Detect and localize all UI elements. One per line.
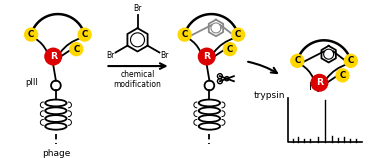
Text: R: R [203, 52, 210, 61]
Circle shape [70, 43, 83, 56]
Text: Br: Br [133, 4, 142, 13]
Circle shape [178, 28, 191, 41]
Circle shape [291, 54, 304, 67]
Text: phage: phage [42, 149, 70, 158]
Text: C: C [181, 30, 188, 39]
Circle shape [45, 48, 62, 65]
Text: R: R [50, 52, 57, 61]
Text: Br: Br [160, 51, 169, 60]
Text: trypsin: trypsin [254, 91, 285, 100]
Text: R: R [316, 78, 323, 87]
Text: C: C [235, 30, 241, 39]
Text: C: C [227, 45, 233, 54]
Text: C: C [28, 30, 34, 39]
Circle shape [223, 43, 236, 56]
Text: Br: Br [106, 51, 115, 60]
Circle shape [336, 69, 349, 82]
Circle shape [25, 28, 37, 41]
Text: C: C [348, 56, 354, 65]
Text: chemical
modification: chemical modification [113, 70, 161, 89]
Circle shape [78, 28, 91, 41]
Text: MS: MS [310, 82, 324, 92]
Circle shape [232, 28, 245, 41]
Text: C: C [73, 45, 79, 54]
Circle shape [311, 74, 328, 91]
Text: pIII: pIII [25, 78, 38, 87]
Text: C: C [294, 56, 301, 65]
Circle shape [344, 54, 357, 67]
Circle shape [198, 48, 215, 65]
Text: C: C [82, 30, 88, 39]
Text: C: C [339, 71, 345, 80]
